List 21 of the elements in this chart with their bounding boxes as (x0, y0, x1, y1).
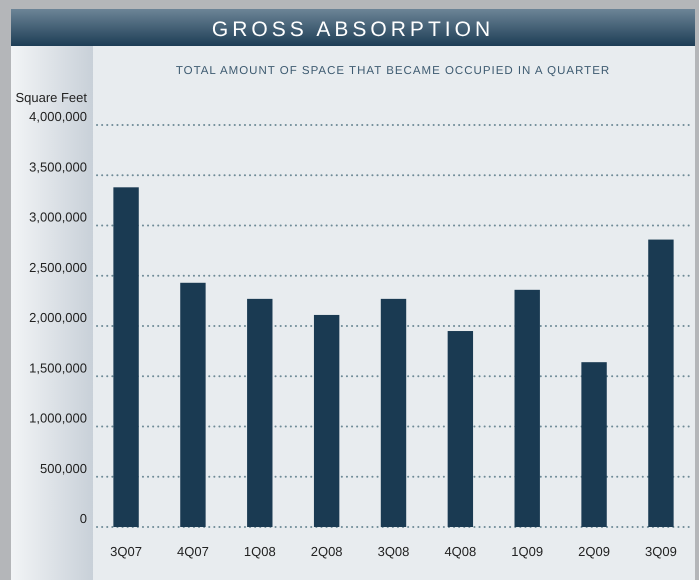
chart-subtitle: TOTAL AMOUNT OF SPACE THAT BECAME OCCUPIED IN A QUARTER (176, 65, 610, 77)
y-tick-label: 1,000,000 (29, 410, 87, 426)
x-tick-label: 1Q08 (244, 544, 276, 559)
y-tick-label: 0 (80, 511, 87, 526)
x-tick-label: 2Q08 (310, 544, 343, 559)
y-tick-label: 500,000 (40, 460, 87, 476)
x-tick-label: 3Q07 (110, 544, 142, 559)
y-tick-label: 3,000,000 (29, 210, 87, 225)
y-tick-label: 2,000,000 (29, 310, 87, 326)
chart-title: GROSS ABSORPTION (212, 18, 494, 41)
y-tick-label: 1,500,000 (29, 360, 87, 376)
y-axis-title: Square Feet (15, 90, 88, 105)
x-tick-label: 4Q08 (444, 544, 476, 559)
x-tick-label: 3Q09 (645, 544, 677, 559)
x-tick-label: 3Q08 (378, 544, 410, 559)
y-tick-label: 2,500,000 (29, 260, 87, 275)
x-tick-label: 2Q09 (578, 544, 610, 559)
x-tick-label: 4Q07 (177, 544, 209, 559)
x-tick-label: 1Q09 (511, 544, 544, 559)
y-tick-label: 4,000,000 (29, 109, 87, 124)
y-tick-label: 3,500,000 (29, 159, 87, 174)
